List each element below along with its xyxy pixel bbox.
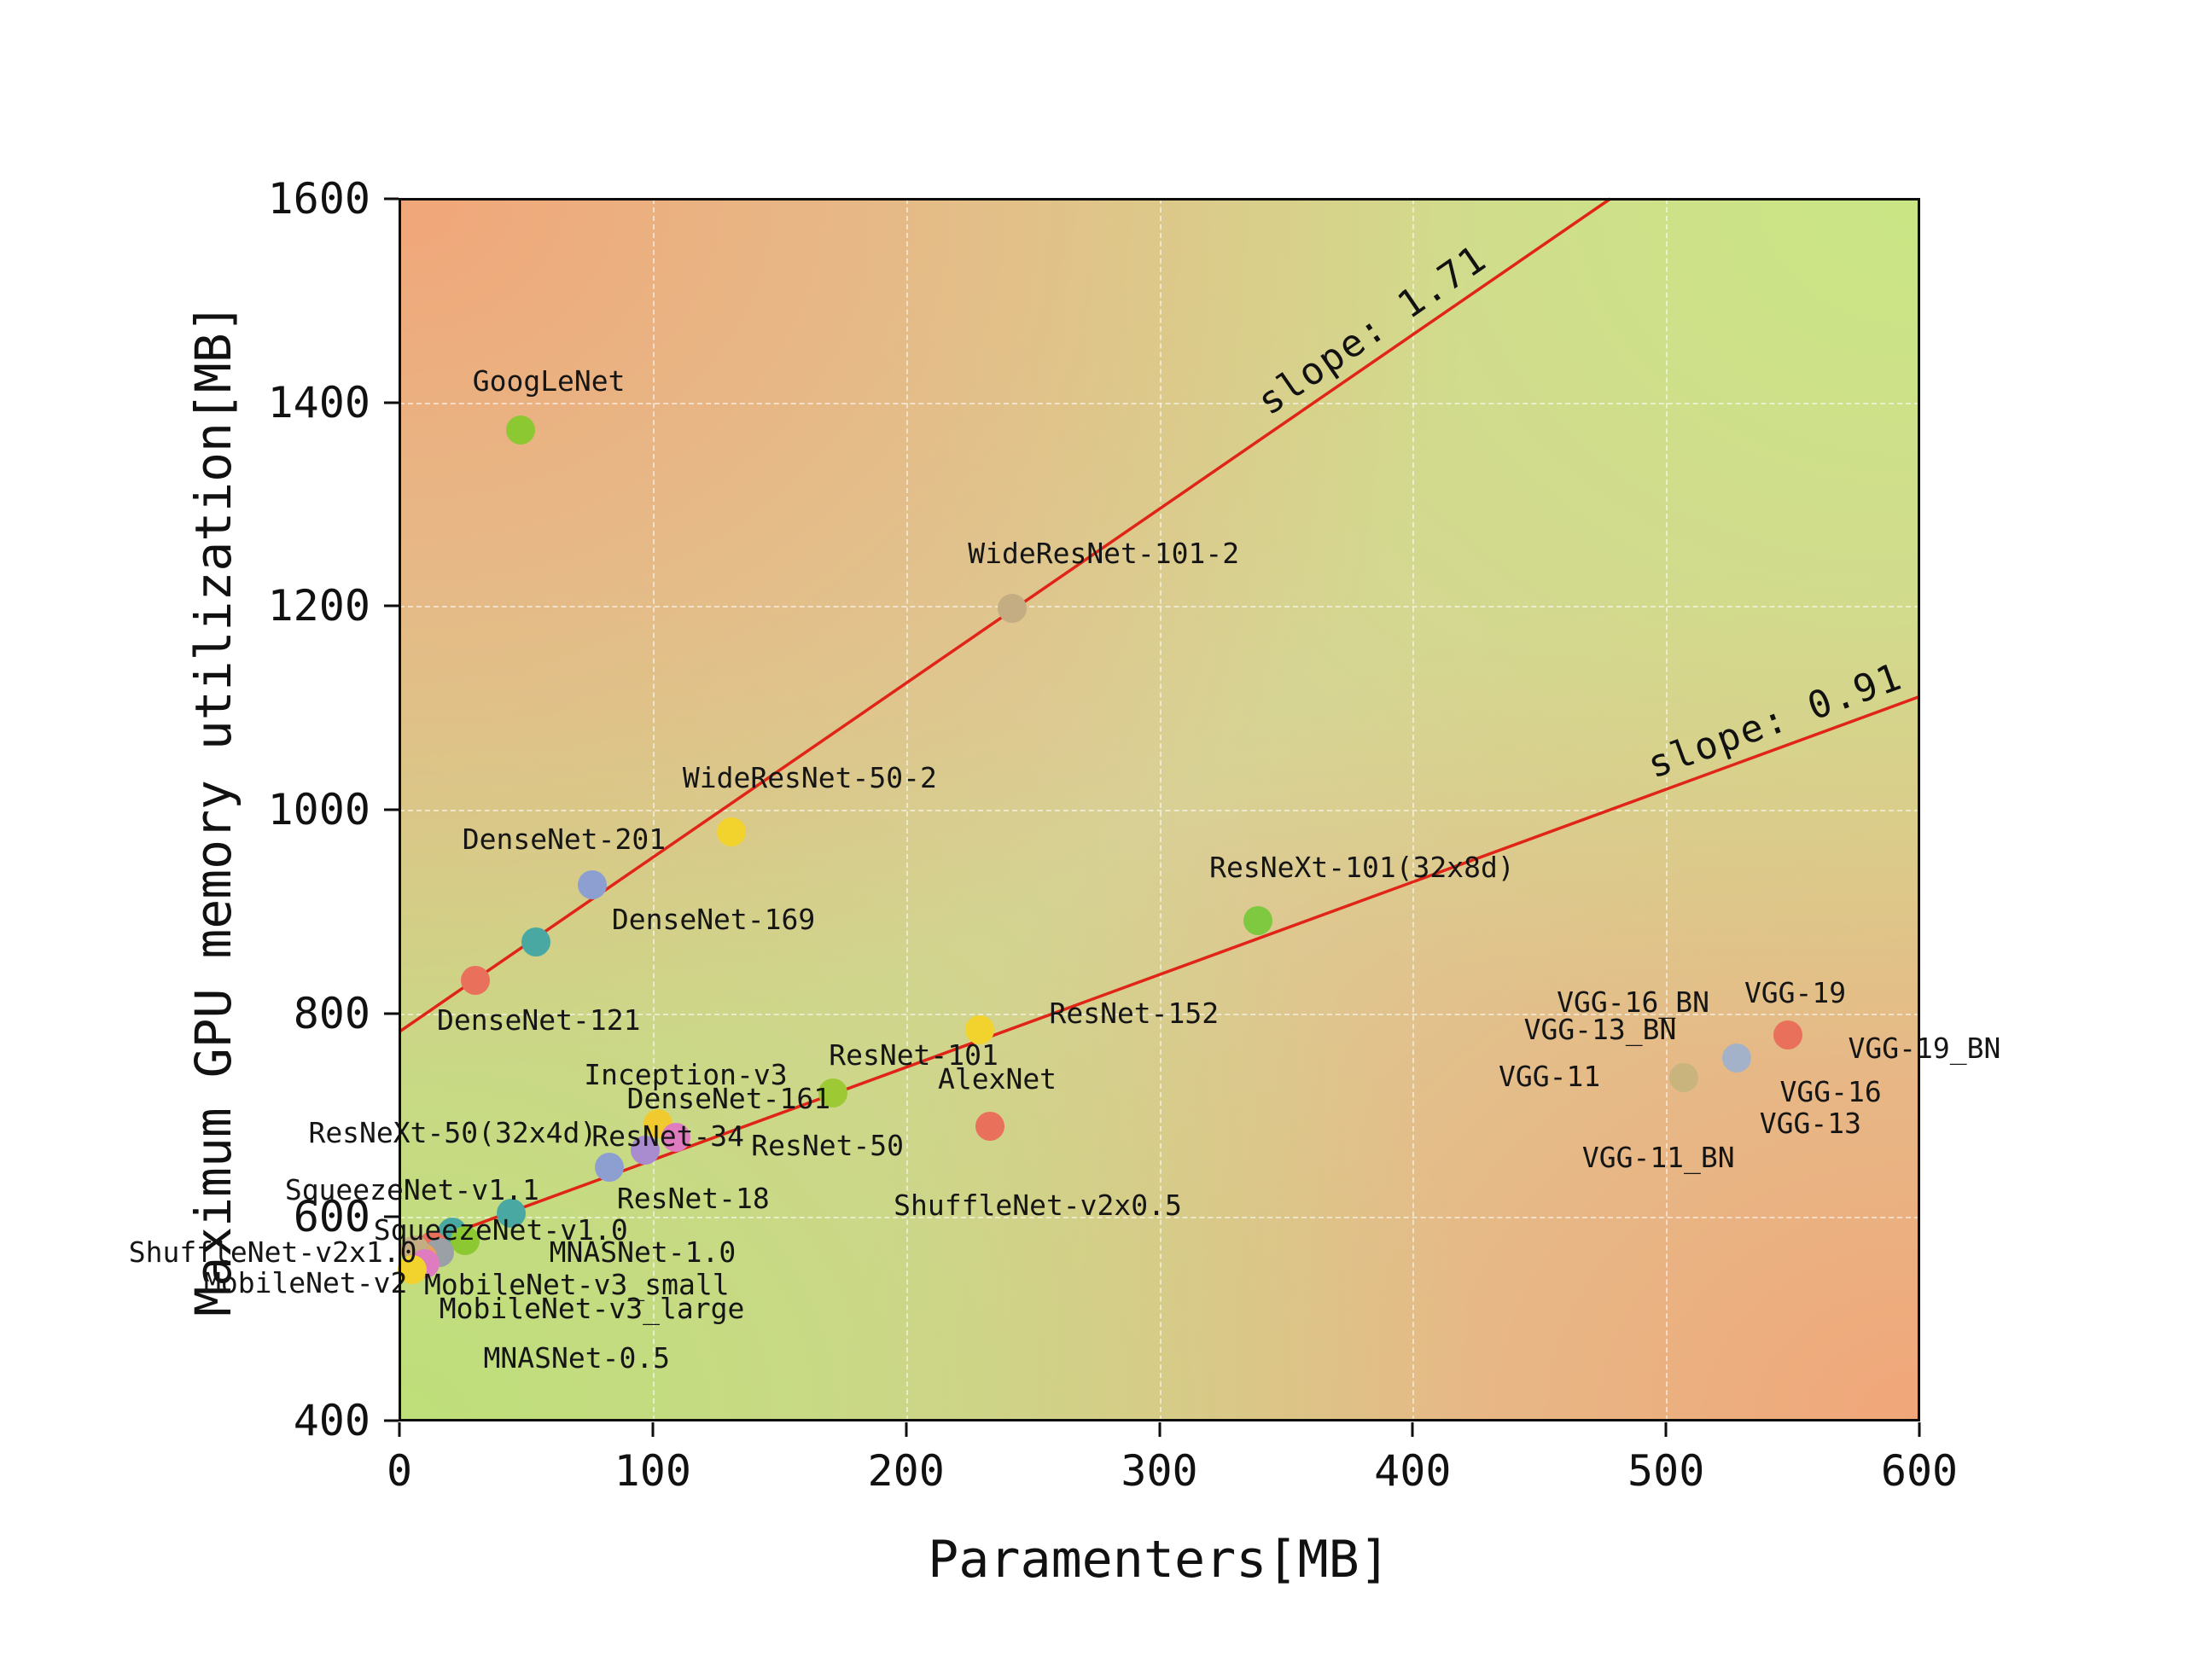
point-label-wideresnet-50-2: WideResNet-50-2: [682, 760, 937, 794]
scatter-point-resnet-101: [818, 1078, 847, 1107]
point-label-densenet-169: DenseNet-169: [611, 902, 816, 936]
point-label-shufflenet-v2x1-0: ShuffleNet-v2x1.0: [128, 1235, 417, 1269]
x-ticklabel-500: 500: [1627, 1446, 1705, 1496]
point-label-mnasnet-1-0: MNASNet-1.0: [549, 1235, 737, 1269]
x-tickmark-300: [1158, 1422, 1161, 1437]
point-label-vgg-16: VGG-16: [1779, 1074, 1882, 1108]
point-label-resnet-34: ResNet-34: [591, 1119, 745, 1153]
point-label-wideresnet-101-2: WideResNet-101-2: [968, 537, 1240, 571]
point-label-vgg-11: VGG-11: [1499, 1059, 1601, 1093]
x-ticklabel-400: 400: [1374, 1446, 1452, 1496]
scatter-point-mnasnet-1-0: [451, 1225, 480, 1255]
y-tickmark-1600: [384, 197, 399, 201]
y-ticklabel-1200: 1200: [267, 581, 370, 631]
y-tickmark-1400: [384, 401, 399, 404]
x-ticklabel-600: 600: [1880, 1446, 1959, 1496]
point-label-resnet-152: ResNet-152: [1049, 996, 1220, 1030]
y-ticklabel-800: 800: [293, 988, 370, 1038]
y-tickmark-800: [384, 1012, 399, 1015]
scatter-point-densenet-201: [577, 870, 607, 900]
x-axis-label: Paramenters[MB]: [928, 1530, 1390, 1590]
point-label-vgg-13: VGG-13: [1759, 1106, 1861, 1140]
x-tickmark-100: [651, 1422, 655, 1437]
scatter-point-resnet-50: [630, 1135, 660, 1165]
point-label-vgg-19-bn: VGG-19_BN: [1848, 1032, 2001, 1066]
scatter-point-densenet-161: [661, 1123, 690, 1153]
scatter-point-squeezenet-v1-1: [496, 1198, 526, 1228]
point-label-squeezenet-v1-0: SqueezeNet-v1.0: [373, 1212, 628, 1247]
y-ticklabel-1600: 1600: [267, 174, 370, 224]
x-ticklabel-300: 300: [1121, 1446, 1198, 1496]
scatter-point-alexnet: [975, 1112, 1004, 1142]
x-tickmark-0: [398, 1422, 401, 1437]
x-ticklabels: 0 100 200 300 400 500 600: [387, 1446, 1958, 1497]
x-tickmark-500: [1664, 1422, 1668, 1437]
scatter-point-wideresnet-101-2: [998, 593, 1028, 623]
point-label-shufflenet-v2x0-5: ShuffleNet-v2x0.5: [894, 1189, 1182, 1223]
gridline-y-1000: [399, 810, 1919, 811]
scatter-point-googlenet: [506, 415, 536, 445]
gridline-y-600: [399, 1217, 1919, 1219]
plot-area: GoogLeNet WideResNet-101-2 WideResNet-50-2…: [129, 197, 2000, 1421]
y-ticklabel-400: 400: [293, 1396, 370, 1445]
scatter-point-vgg-16: [1722, 1043, 1752, 1073]
point-label-densenet-201: DenseNet-201: [462, 822, 667, 856]
y-tickmark-600: [384, 1215, 399, 1218]
point-label-vgg-19: VGG-19: [1744, 975, 1847, 1009]
point-label-resnet-18: ResNet-18: [616, 1181, 770, 1215]
point-label-mobilenet-v3-small: MobileNet-v3_small: [423, 1268, 730, 1302]
y-ticklabels: 400 600 800 1000 1200 1400 1600: [0, 174, 370, 1445]
y-ticklabel-1400: 1400: [267, 377, 370, 427]
x-tickmark-600: [1918, 1422, 1921, 1437]
y-ticklabel-1000: 1000: [267, 785, 370, 834]
point-label-densenet-121: DenseNet-121: [437, 1003, 641, 1037]
point-label-mobilenet-v2: MobileNet-v2: [203, 1265, 408, 1299]
y-ticklabel-600: 600: [293, 1192, 370, 1242]
grid-layer: [399, 199, 1919, 1421]
point-label-resnet-101: ResNet-101: [829, 1038, 999, 1072]
x-ticklabel-200: 200: [867, 1446, 945, 1496]
y-tickmark-1200: [384, 604, 399, 607]
scatter-point-densenet-169: [521, 927, 551, 957]
y-tickmark-1000: [384, 808, 399, 811]
x-ticklabel-100: 100: [614, 1446, 691, 1496]
scatter-point-vgg-19: [1773, 1020, 1802, 1049]
scatter-point-densenet-121: [461, 966, 491, 996]
point-label-vgg-16-bn: VGG-16_BN: [1557, 985, 1709, 1019]
gridline-y-1200: [399, 606, 1919, 608]
scatter-point-wideresnet-50-2: [716, 817, 746, 847]
point-label-alexnet: AlexNet: [937, 1062, 1057, 1096]
x-tickmarks: [398, 1421, 1921, 1439]
point-label-vgg-13-bn: VGG-13_BN: [1523, 1012, 1677, 1046]
scatter-point-resnext-101-32x8d: [1243, 906, 1273, 936]
point-label-resnext-101-32x8d: ResNeXt-101(32x8d): [1209, 850, 1515, 884]
point-label-googlenet: GoogLeNet: [472, 363, 626, 398]
scatter-point-resnet-34: [595, 1152, 625, 1182]
point-label-resnet-50: ResNet-50: [751, 1128, 905, 1162]
gridline-y-1400: [399, 402, 1919, 404]
y-tickmark-400: [384, 1419, 399, 1422]
point-label-squeezenet-v1-1: SqueezeNet-v1.1: [284, 1173, 539, 1207]
scatter-point-vgg-11: [1668, 1062, 1698, 1092]
y-tickmarks: [382, 197, 399, 1422]
scatter-point-resnet-152: [964, 1014, 994, 1044]
x-tickmark-400: [1411, 1422, 1414, 1437]
x-ticklabel-0: 0: [386, 1446, 413, 1496]
scatter-point-shufflenet-v2x0-5: [397, 1255, 427, 1285]
point-label-vgg-11-bn: VGG-11_BN: [1581, 1140, 1735, 1174]
point-label-resnext-50-32x4d: ResNeXt-50(32x4d): [308, 1116, 597, 1150]
gridline-y-800: [399, 1013, 1919, 1015]
x-tickmark-200: [905, 1422, 908, 1437]
point-label-mobilenet-v3-large: MobileNet-v3_large: [439, 1291, 745, 1325]
point-label-mnasnet-0-5: MNASNet-0.5: [483, 1341, 671, 1375]
point-label-densenet-161: DenseNet-161: [626, 1081, 831, 1115]
point-label-inception-v3: Inception-v3: [584, 1058, 788, 1092]
